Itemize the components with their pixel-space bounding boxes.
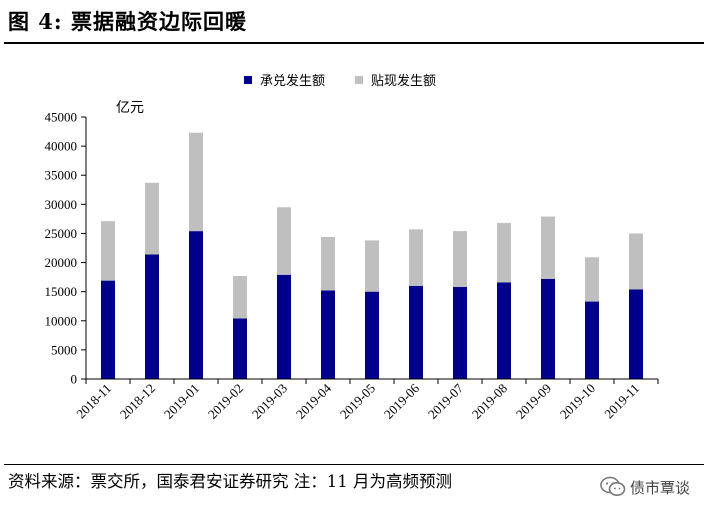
bar-discount — [145, 182, 159, 255]
bar-acceptance — [541, 278, 555, 379]
x-tick-label: 2019-05 — [337, 381, 378, 422]
legend-swatch — [355, 76, 363, 84]
x-tick-label: 2018-12 — [117, 381, 158, 422]
bar-acceptance — [497, 282, 511, 379]
bar-discount — [321, 236, 335, 291]
bar-discount — [541, 216, 555, 279]
bar-acceptance — [321, 290, 335, 379]
x-tick-label: 2019-01 — [161, 381, 202, 422]
y-tick-label: 45000 — [45, 110, 78, 125]
chart-legend: 承兑发生额 贴现发生额 — [244, 73, 436, 89]
legend-label: 承兑发生额 — [260, 73, 325, 89]
y-tick-label: 25000 — [45, 226, 78, 241]
bar-acceptance — [409, 285, 423, 379]
bar-chart: 承兑发生额 贴现发生额 亿元 0 5000 10000 15000 20000 25000 3… — [45, 73, 659, 422]
bar-discount — [277, 207, 291, 275]
bar-discount — [585, 257, 599, 302]
legend-swatch — [244, 76, 252, 84]
y-axis: 0 5000 10000 15000 20000 25000 30000 35000 40000… — [45, 110, 87, 387]
x-tick-label: 2018-11 — [73, 381, 114, 422]
y-tick-label: 35000 — [45, 168, 78, 183]
watermark: 债市覃谈 — [600, 476, 690, 498]
x-tick-label: 2019-02 — [205, 381, 246, 422]
x-tick-label: 2019-09 — [513, 381, 554, 422]
bar-discount — [497, 222, 511, 283]
x-tick-label: 2019-04 — [293, 380, 335, 422]
bar-acceptance — [233, 318, 247, 379]
y-tick-label: 10000 — [45, 313, 78, 328]
x-axis: 2018-11 2018-12 2019-01 2019-02 2019-03 2019-… — [73, 378, 659, 422]
y-tick-label: 5000 — [51, 342, 77, 357]
bar-acceptance — [145, 254, 159, 379]
x-tick-label: 2019-03 — [249, 381, 290, 422]
watermark-text: 债市覃谈 — [630, 478, 691, 497]
bar-discount — [453, 231, 467, 288]
y-tick-label: 20000 — [45, 255, 78, 270]
bar-discount — [189, 132, 203, 232]
wechat-icon — [600, 476, 626, 496]
bar-discount — [365, 240, 379, 292]
bar-acceptance — [101, 280, 115, 379]
bar-acceptance — [453, 287, 467, 379]
bottom-rule — [4, 464, 704, 465]
bar-acceptance — [277, 274, 291, 379]
bar-discount — [629, 233, 643, 290]
bar-discount — [101, 221, 115, 281]
bars — [101, 132, 643, 379]
bar-acceptance — [365, 291, 379, 379]
bar-acceptance — [585, 301, 599, 379]
x-tick-label: 2019-07 — [425, 380, 467, 422]
figure-title: 图 4: 票据融资边际回暖 — [8, 9, 247, 34]
bar-acceptance — [189, 231, 203, 379]
y-tick-label: 30000 — [45, 197, 78, 212]
y-unit-label: 亿元 — [116, 100, 144, 116]
y-tick-label: 0 — [71, 372, 78, 387]
y-tick-label: 40000 — [45, 139, 78, 154]
bar-discount — [409, 229, 423, 286]
x-tick-label: 2019-10 — [557, 381, 598, 422]
bar-discount — [233, 275, 247, 319]
x-tick-label: 2019-06 — [381, 380, 423, 422]
y-tick-label: 15000 — [45, 284, 78, 299]
x-tick-label: 2019-08 — [469, 381, 510, 422]
source-note: 资料来源：票交所，国泰君安证券研究 注：11 月为高频预测 — [8, 472, 452, 491]
bar-acceptance — [629, 289, 643, 379]
x-tick-label: 2019-11 — [601, 381, 642, 422]
top-rule — [4, 42, 704, 44]
legend-label: 贴现发生额 — [371, 73, 436, 89]
